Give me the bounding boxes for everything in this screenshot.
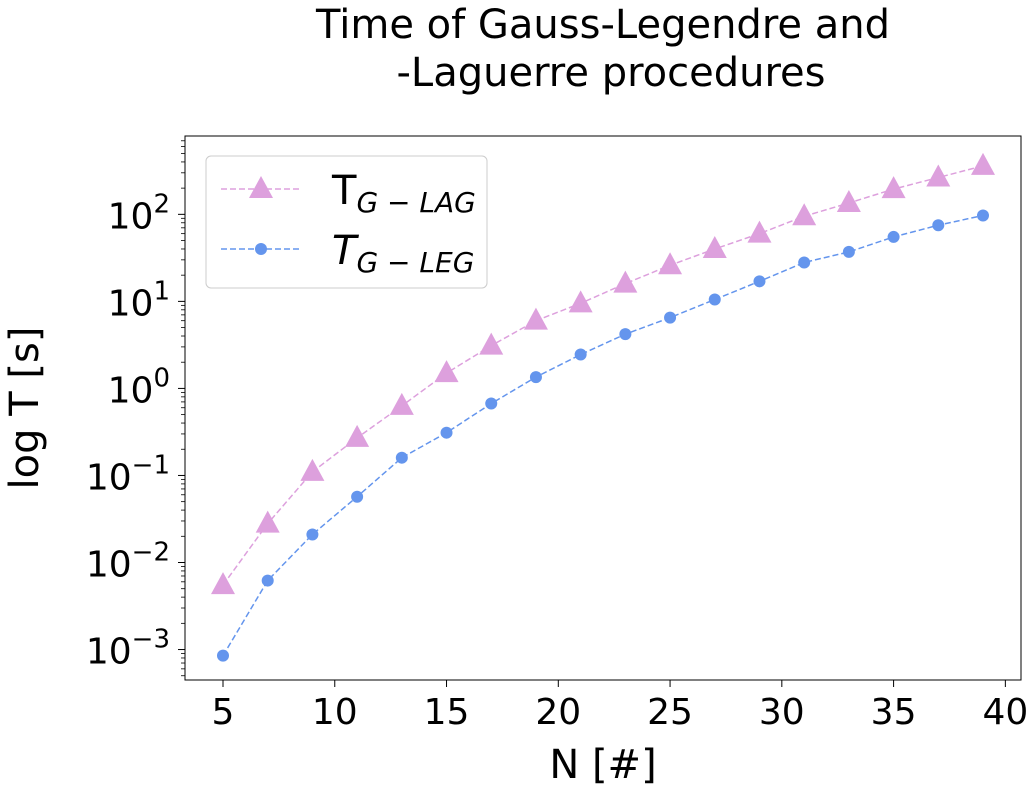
legend-label-lag-subscript: G − LAG xyxy=(356,186,475,219)
data-point-triangle xyxy=(971,152,995,175)
data-point-triangle xyxy=(345,424,370,447)
data-point-triangle xyxy=(434,360,459,383)
data-point-triangle xyxy=(613,270,638,293)
data-point-circle xyxy=(306,528,319,541)
data-point-circle xyxy=(440,426,453,439)
x-tick-label: 35 xyxy=(871,692,917,733)
x-tick-label: 25 xyxy=(647,692,693,733)
data-point-triangle xyxy=(881,176,906,199)
series-line-1 xyxy=(222,214,984,657)
y-tick-label: 100 xyxy=(108,363,170,411)
data-point-circle xyxy=(977,209,989,222)
x-tick-label: 10 xyxy=(312,692,358,733)
legend-label-leg-subscript: G − LEG xyxy=(356,246,474,279)
y-tick-label: 101 xyxy=(108,276,170,324)
data-point-triangle xyxy=(389,392,414,415)
data-point-triangle xyxy=(300,458,325,481)
series-layer xyxy=(211,152,995,662)
data-point-circle xyxy=(842,245,855,258)
y-axis: 10−3 10−2 10−1 100 101 102 xyxy=(86,140,185,677)
data-point-triangle xyxy=(479,332,504,355)
data-point-triangle xyxy=(747,220,772,243)
data-point-circle xyxy=(708,293,721,306)
chart-title-line-2: -Laguerre procedures xyxy=(396,50,825,96)
legend: TG − LAG TG − LEG xyxy=(205,155,488,289)
data-point-circle xyxy=(485,397,498,410)
y-tick-label: 102 xyxy=(108,189,170,237)
x-tick-label: 40 xyxy=(982,692,1028,733)
data-point-circle xyxy=(798,256,811,269)
y-axis-label: log T [s] xyxy=(2,327,48,490)
data-point-triangle xyxy=(926,164,951,187)
x-tick-label: 20 xyxy=(535,692,581,733)
data-point-circle xyxy=(261,574,274,587)
x-axis-label: N [#] xyxy=(549,742,656,788)
data-point-triangle xyxy=(255,510,280,533)
data-point-circle xyxy=(217,649,229,662)
y-tick-label: 10−2 xyxy=(86,537,170,585)
data-point-circle xyxy=(619,328,632,341)
legend-label-lag-main: T xyxy=(331,168,357,214)
data-point-circle xyxy=(395,451,408,464)
x-tick-label: 30 xyxy=(759,692,805,733)
data-point-triangle xyxy=(836,189,861,212)
data-point-circle xyxy=(664,311,677,324)
legend-label-leg: TG − LEG xyxy=(332,228,474,279)
y-tick-label: 10−1 xyxy=(86,450,170,498)
data-point-circle xyxy=(932,219,945,232)
data-point-circle xyxy=(887,230,900,243)
data-point-circle xyxy=(574,348,587,361)
chart-title-line-1: Time of Gauss-Legendre and xyxy=(315,2,890,48)
data-point-triangle xyxy=(211,572,235,595)
data-point-triangle xyxy=(702,235,727,258)
x-tick-label: 15 xyxy=(424,692,470,733)
legend-label-lag: TG − LAG xyxy=(331,168,476,219)
data-point-circle xyxy=(753,275,766,288)
x-axis: 5 10 15 20 25 30 35 40 xyxy=(212,680,1028,733)
x-tick-label: 5 xyxy=(212,692,235,733)
legend-marker-leg xyxy=(255,243,267,255)
data-point-triangle xyxy=(792,203,817,226)
data-point-circle xyxy=(529,371,542,384)
data-point-triangle xyxy=(568,290,593,313)
y-tick-label: 10−3 xyxy=(86,625,170,673)
data-point-triangle xyxy=(658,252,683,275)
data-point-circle xyxy=(351,490,364,503)
legend-marker-lag xyxy=(249,176,273,198)
legend-label-leg-main: T xyxy=(332,228,360,274)
data-point-triangle xyxy=(523,307,548,330)
